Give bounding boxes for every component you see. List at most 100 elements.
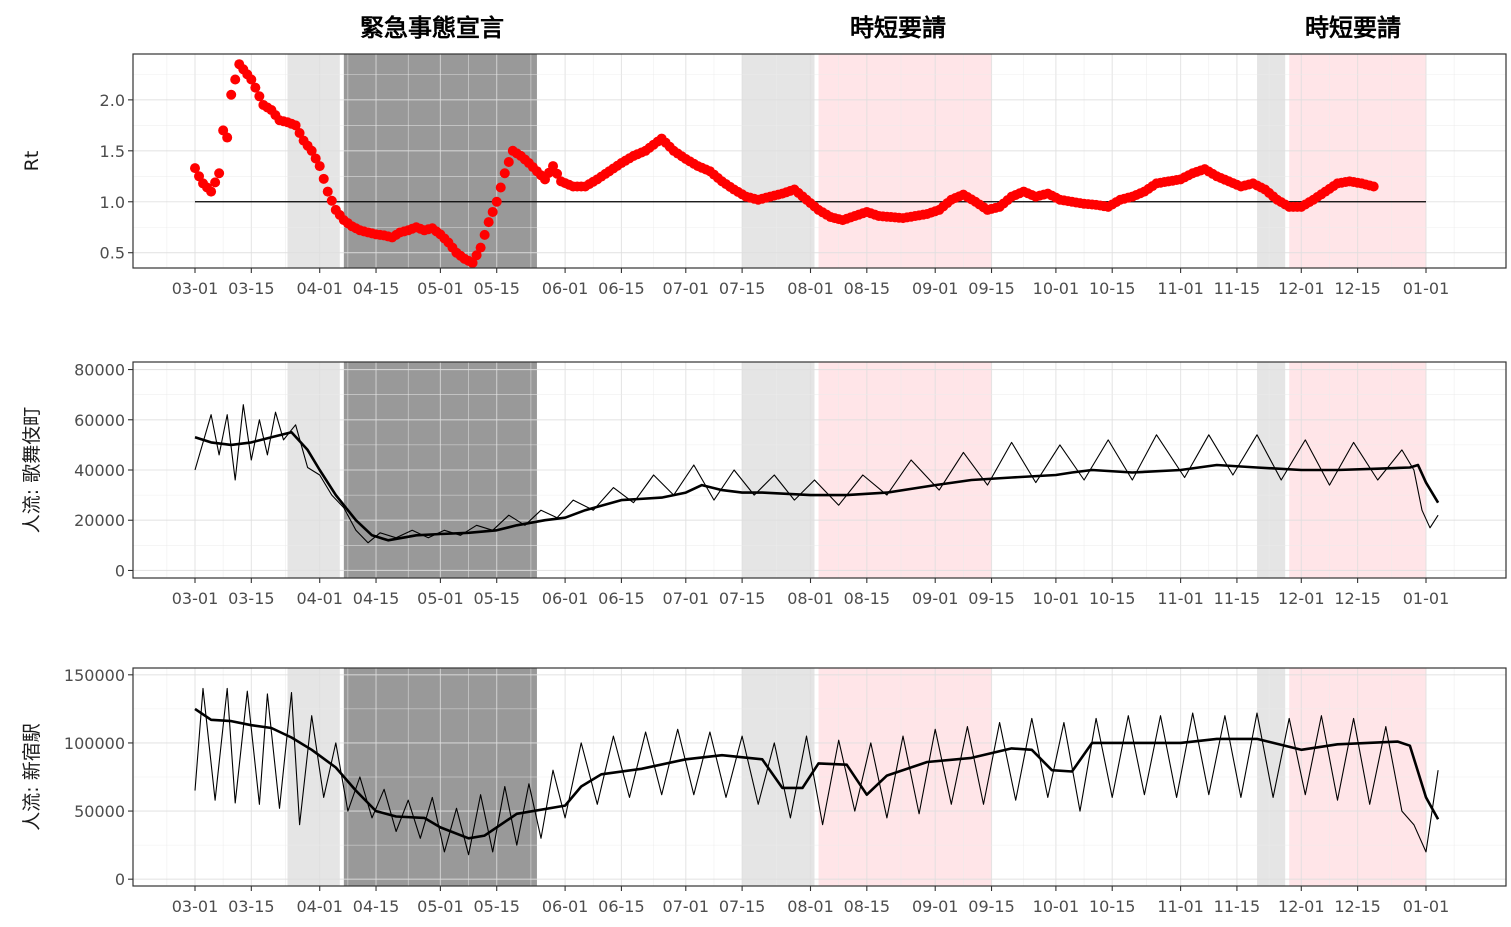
rt-point — [210, 177, 221, 188]
y-tick-label: 150000 — [64, 666, 125, 685]
rt-point — [230, 74, 241, 85]
x-tick-label: 10-01 — [1033, 897, 1080, 916]
panel-1: 0.5 1.0 1.5 2.0 03-01 03-15 04-01 04-15 05-01 05-… — [21, 53, 1507, 298]
x-tick-label: 01-01 — [1403, 897, 1450, 916]
x-tick-label: 09-15 — [968, 589, 1015, 608]
x-tick-label: 07-15 — [719, 897, 766, 916]
x-tick-label: 05-01 — [417, 589, 464, 608]
x-tick-label: 05-01 — [417, 897, 464, 916]
daily-line — [194, 687, 1439, 856]
x-tick-label: 08-15 — [844, 589, 891, 608]
x-tick-label: 11-15 — [1214, 897, 1261, 916]
x-tick-label: 10-15 — [1089, 897, 1136, 916]
x-tick-label: 07-01 — [663, 279, 710, 298]
x-tick-label: 07-15 — [719, 589, 766, 608]
x-tick-label: 08-01 — [787, 279, 834, 298]
x-tick-label: 05-01 — [417, 279, 464, 298]
x-tick-label: 11-01 — [1157, 589, 1204, 608]
rt-point — [310, 153, 321, 164]
rt-point — [471, 250, 482, 261]
rt-point — [548, 161, 559, 172]
y-tick-label: 80000 — [74, 361, 125, 380]
x-tick-label: 10-15 — [1089, 589, 1136, 608]
annotation-emergency-declaration: 緊急事態宣言 — [360, 14, 504, 42]
y-tick-label: 40000 — [74, 461, 125, 480]
x-tick-label: 10-15 — [1089, 279, 1136, 298]
rt-point — [222, 132, 233, 143]
x-tick-label: 11-01 — [1157, 279, 1204, 298]
x-tick-label: 12-15 — [1334, 589, 1381, 608]
rt-point — [294, 127, 305, 138]
annotation-shortened-hours-1: 時短要請 — [850, 14, 946, 42]
y-axis-title: 人流: 歌舞伎町 — [21, 407, 43, 533]
x-tick-label: 03-15 — [228, 897, 275, 916]
shaded-period-3 — [742, 54, 815, 268]
y-tick-label: 0 — [115, 561, 125, 580]
rt-point — [250, 82, 261, 93]
rt-point — [503, 157, 514, 168]
annotation-shortened-hours-2: 時短要請 — [1305, 14, 1401, 42]
rt-point — [226, 89, 237, 100]
rt-point — [1368, 181, 1379, 192]
x-tick-label: 11-15 — [1214, 279, 1261, 298]
x-tick-label: 12-01 — [1278, 279, 1325, 298]
rt-point — [206, 186, 217, 197]
rt-point — [254, 91, 265, 102]
y-tick-label: 100000 — [64, 734, 125, 753]
panel-2: 0 20000 40000 60000 80000 03-01 03-15 04-01 04-1… — [21, 361, 1507, 608]
x-tick-label: 12-01 — [1278, 589, 1325, 608]
x-tick-label: 03-01 — [172, 279, 219, 298]
rt-point — [306, 145, 317, 156]
y-tick-label: 20000 — [74, 511, 125, 530]
rt-point — [290, 120, 301, 131]
x-tick-label: 09-01 — [912, 279, 959, 298]
x-tick-label: 04-01 — [296, 279, 343, 298]
x-tick-label: 06-01 — [542, 279, 589, 298]
x-tick-label: 06-15 — [598, 279, 645, 298]
x-tick-label: 03-01 — [172, 589, 219, 608]
x-tick-label: 11-15 — [1214, 589, 1261, 608]
x-tick-label: 06-15 — [598, 897, 645, 916]
x-tick-label: 08-01 — [787, 589, 834, 608]
x-tick-label: 11-01 — [1157, 897, 1204, 916]
x-tick-label: 12-15 — [1334, 897, 1381, 916]
panel-3: 0 50000 100000 150000 03-01 03-15 04-01 04-15 05… — [21, 666, 1507, 916]
y-tick-label: 2.0 — [100, 91, 125, 110]
x-tick-label: 09-15 — [968, 897, 1015, 916]
x-tick-label: 10-01 — [1033, 279, 1080, 298]
panel-border — [132, 667, 1507, 887]
rt-point — [495, 182, 506, 193]
x-tick-label: 04-01 — [296, 589, 343, 608]
x-tick-label: 08-15 — [844, 897, 891, 916]
x-tick-label: 10-01 — [1033, 589, 1080, 608]
x-tick-label: 03-01 — [172, 897, 219, 916]
rt-point — [499, 168, 510, 179]
x-tick-label: 09-01 — [912, 897, 959, 916]
x-tick-label: 01-01 — [1403, 279, 1450, 298]
smoothed-line — [194, 430, 1440, 542]
x-tick-label: 07-15 — [719, 279, 766, 298]
rt-point — [326, 195, 337, 206]
rt-point — [483, 217, 494, 228]
x-tick-label: 08-01 — [787, 897, 834, 916]
x-tick-label: 03-15 — [228, 589, 275, 608]
x-tick-label: 04-15 — [353, 589, 400, 608]
x-tick-label: 12-01 — [1278, 897, 1325, 916]
x-tick-label: 03-15 — [228, 279, 275, 298]
y-tick-label: 1.5 — [100, 142, 125, 161]
shaded-period-5 — [1257, 54, 1286, 268]
x-tick-label: 08-15 — [844, 279, 891, 298]
y-tick-label: 0 — [115, 870, 125, 889]
rt-point — [467, 257, 478, 268]
shaded-period-4 — [818, 54, 992, 268]
x-tick-label: 04-15 — [353, 279, 400, 298]
x-tick-label: 01-01 — [1403, 589, 1450, 608]
daily-line — [194, 404, 1439, 544]
rt-point — [190, 163, 200, 174]
rt-point — [479, 229, 490, 240]
panel-border — [132, 53, 1507, 269]
x-tick-label: 04-01 — [296, 897, 343, 916]
rt-point — [487, 206, 498, 217]
x-tick-label: 04-15 — [353, 897, 400, 916]
rt-point — [475, 242, 486, 253]
